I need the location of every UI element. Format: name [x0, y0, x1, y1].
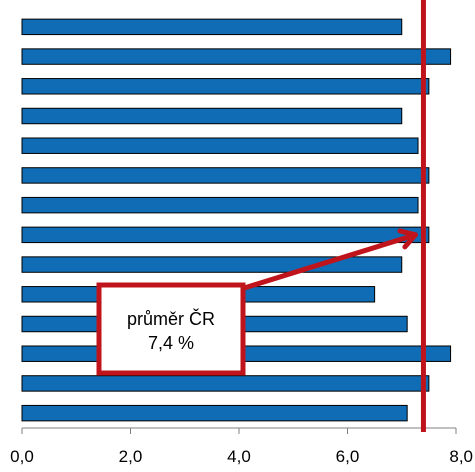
- x-tick-label: 8,0: [449, 447, 473, 466]
- x-tick-marks: [21, 428, 457, 434]
- callout-arrow-head: [397, 228, 418, 250]
- bar-14: [21, 404, 408, 422]
- bar-1: [21, 18, 403, 36]
- callout-arrow-line: [238, 232, 418, 292]
- bar-7: [21, 196, 419, 214]
- bar-13: [21, 375, 430, 392]
- average-callout-box: [96, 282, 246, 376]
- bar-3: [21, 78, 430, 95]
- bar-5: [21, 137, 419, 154]
- x-tick-label: 2,0: [119, 447, 143, 466]
- x-tick-label: 4,0: [227, 447, 251, 466]
- bar-6: [21, 167, 430, 184]
- x-tick-label: 6,0: [336, 447, 360, 466]
- callout-value: 7,4 %: [148, 333, 194, 353]
- x-tick-label: 0,0: [10, 447, 34, 466]
- callout-label: průměr ČR: [127, 308, 215, 329]
- x-tick-labels: 0,0 2,0 4,0 6,0 8,0: [10, 447, 473, 466]
- bar-2: [21, 48, 452, 65]
- bar-8: [21, 226, 430, 244]
- bar-4: [21, 107, 403, 125]
